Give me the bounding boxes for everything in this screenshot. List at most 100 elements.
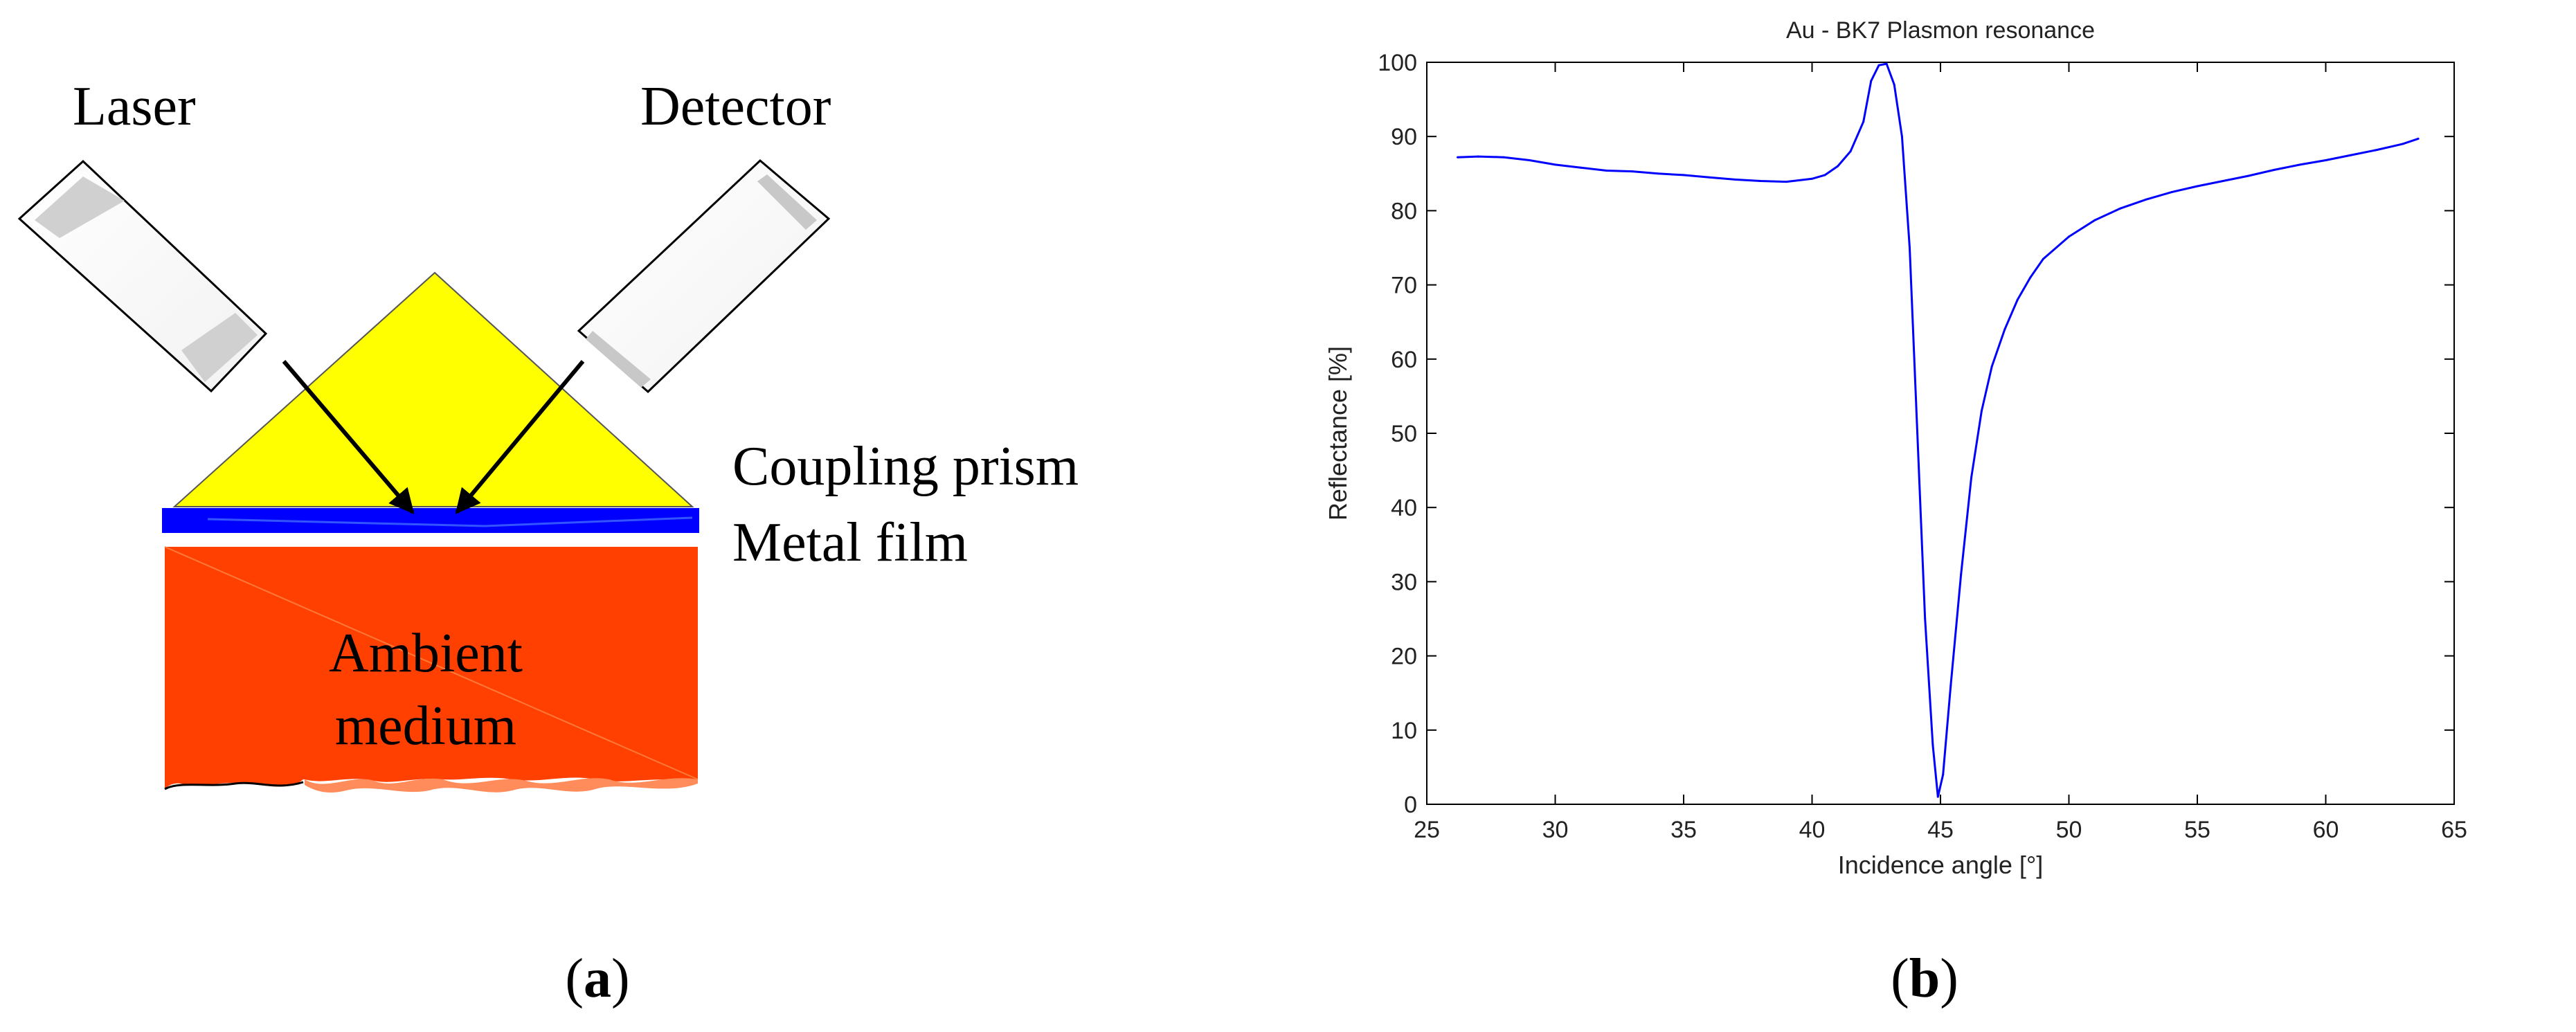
x-tick-label: 25 — [1414, 817, 1440, 843]
data-point — [1631, 170, 1634, 173]
laser-label: Laser — [73, 76, 196, 137]
data-point — [2325, 159, 2327, 161]
y-tick-label: 20 — [1391, 644, 1417, 670]
data-point — [2170, 191, 2173, 194]
data-point — [1900, 135, 1903, 138]
y-tick-label: 50 — [1391, 421, 1417, 447]
y-tick-label: 10 — [1391, 718, 1417, 744]
data-point — [1837, 165, 1839, 168]
plot-area — [1426, 62, 2455, 805]
data-point — [2273, 168, 2276, 171]
data-point — [1980, 410, 1983, 413]
data-point — [2376, 149, 2379, 151]
data-point — [1870, 80, 1873, 82]
data-point — [1849, 150, 1852, 153]
x-axis-label: Incidence angle [°] — [1838, 851, 2044, 879]
x-tick-label: 60 — [2313, 817, 2339, 843]
axis-ticks — [1426, 62, 2455, 805]
reflectance-chart: Au - BK7 Plasmon resonance 25 30 35 40 45 50 5… — [1324, 17, 2467, 1009]
detector-label: Detector — [640, 76, 831, 137]
data-point — [1949, 685, 1952, 687]
data-point — [2016, 298, 2019, 301]
ambient-medium-label-line1: Ambient — [329, 623, 523, 684]
data-point — [1785, 181, 1787, 183]
chart-title: Au - BK7 Plasmon resonance — [1786, 17, 2095, 44]
data-point — [1811, 177, 1813, 180]
x-tick-label: 65 — [2441, 817, 2467, 843]
data-point — [1502, 156, 1505, 159]
y-tick-label: 90 — [1391, 124, 1417, 150]
ambient-medium — [164, 546, 699, 793]
data-point — [2298, 163, 2301, 166]
data-point — [2222, 180, 2224, 182]
data-point — [2196, 185, 2199, 188]
data-point — [1909, 246, 1911, 249]
y-tick-label: 40 — [1391, 495, 1417, 521]
y-tick-label: 60 — [1391, 347, 1417, 373]
data-point — [2029, 276, 2032, 279]
metal-film-label: Metal film — [732, 512, 968, 573]
data-point — [1877, 64, 1880, 66]
data-point — [1924, 617, 1927, 620]
reflected-beam-arrow — [455, 360, 585, 514]
data-point — [2068, 235, 2070, 238]
x-tick-label: 55 — [2184, 817, 2210, 843]
data-point — [1477, 155, 1479, 158]
y-tick-label: 80 — [1391, 198, 1417, 224]
y-tick-label: 100 — [1378, 50, 1417, 76]
film-gap — [161, 534, 699, 545]
data-point — [1554, 163, 1556, 166]
data-point — [2042, 257, 2044, 260]
data-point — [1990, 365, 1993, 368]
data-point — [2417, 137, 2420, 140]
laser-housing — [17, 159, 268, 393]
data-point — [1862, 120, 1865, 123]
data-point — [2003, 328, 2006, 331]
data-point — [1733, 178, 1736, 181]
coupling-prism — [172, 271, 694, 507]
x-tick-label: 35 — [1670, 817, 1697, 843]
x-tick-label: 30 — [1542, 817, 1569, 843]
data-point — [1682, 174, 1685, 176]
data-point — [2402, 143, 2404, 145]
data-point — [2247, 174, 2250, 177]
ambient-medium-label-line2: medium — [335, 696, 516, 757]
x-tick-label: 40 — [1799, 817, 1826, 843]
data-point — [2145, 198, 2147, 201]
detector-housing — [577, 159, 831, 394]
y-tick-label: 0 — [1404, 792, 1417, 818]
data-point — [1960, 573, 1963, 576]
incident-beam-arrow — [282, 360, 415, 514]
reflectance-series-points — [1457, 62, 2420, 798]
coupling-prism-label: Coupling prism — [732, 436, 1079, 497]
data-point — [1936, 795, 1939, 798]
data-point — [2119, 207, 2122, 210]
data-point — [1885, 62, 1888, 65]
data-point — [1931, 743, 1934, 746]
data-point — [1759, 180, 1762, 182]
data-point — [1916, 432, 1919, 435]
data-point — [2350, 154, 2353, 156]
data-point — [1708, 176, 1711, 179]
panel-b-label: (b) — [1891, 948, 1958, 1009]
data-point — [1893, 83, 1895, 86]
panel-a-label: (a) — [565, 948, 629, 1009]
data-point — [1580, 166, 1583, 169]
spr-setup-diagram: Laser Detector Coupling prism Metal film… — [17, 76, 1079, 1009]
reflectance-series-line — [1457, 62, 2419, 797]
y-axis-label: Reflectance [%] — [1324, 346, 1352, 520]
data-point — [1605, 170, 1608, 172]
y-tick-label: 30 — [1391, 569, 1417, 595]
data-point — [1942, 773, 1945, 776]
medium-lower-edge — [305, 778, 698, 793]
x-tick-labels: 25 30 35 40 45 50 55 60 65 — [1414, 817, 2467, 843]
data-point — [1657, 172, 1659, 175]
data-point — [1528, 159, 1531, 161]
y-tick-label: 70 — [1391, 273, 1417, 299]
data-point — [1970, 476, 1972, 479]
data-point — [1823, 174, 1826, 176]
data-point — [1457, 156, 1459, 159]
medium-bottom-contour — [164, 781, 304, 790]
film-highlight — [207, 516, 693, 527]
x-tick-label: 50 — [2056, 817, 2082, 843]
